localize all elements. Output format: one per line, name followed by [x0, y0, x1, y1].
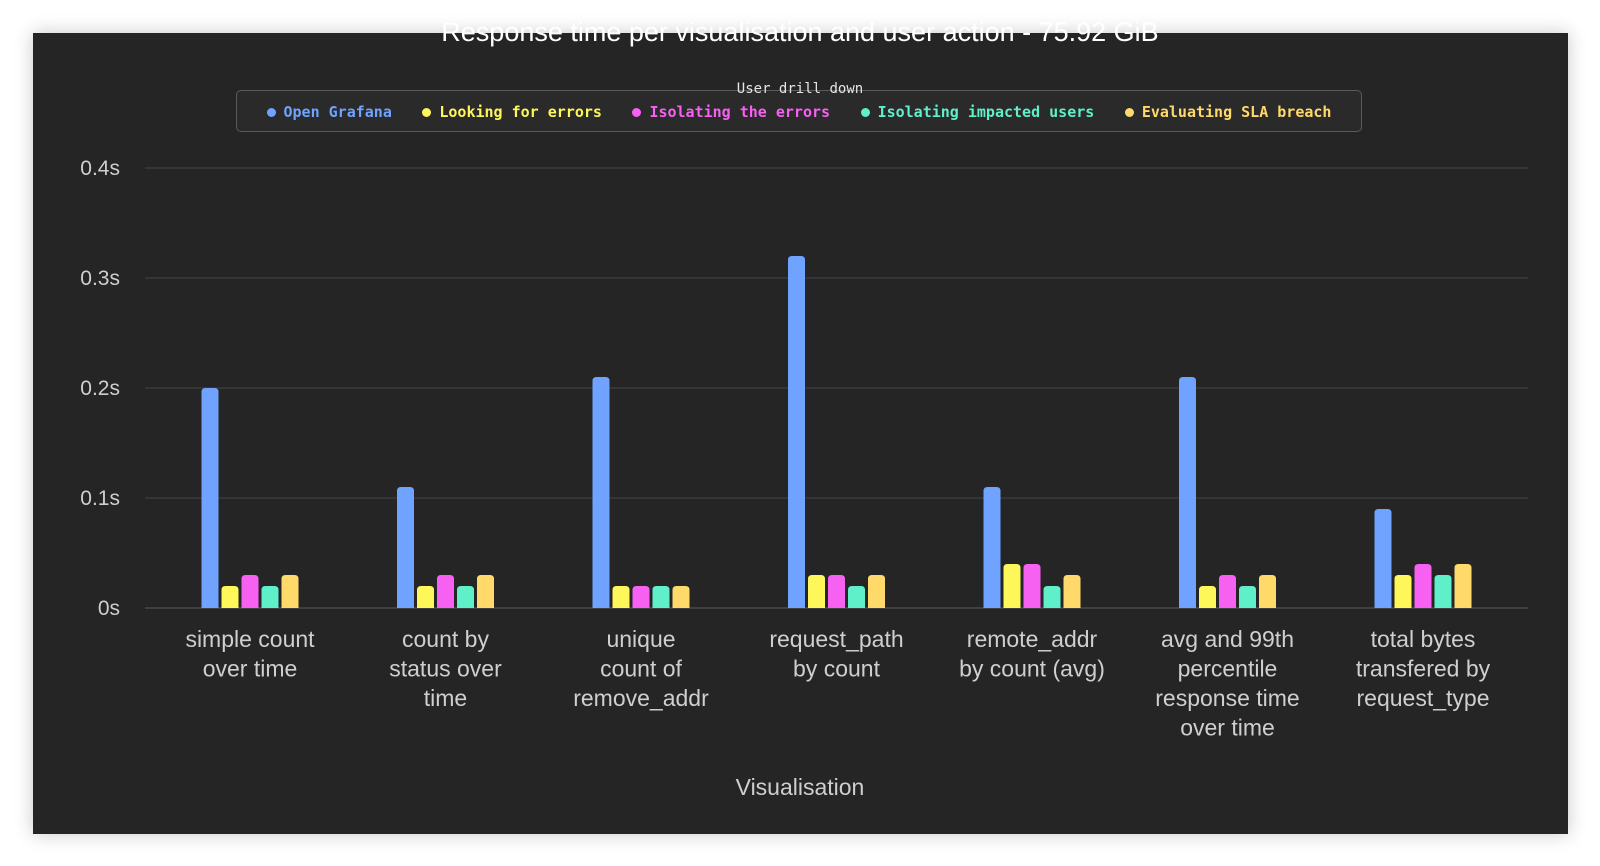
bar[interactable] — [457, 586, 474, 608]
x-axis-title: Visualisation — [735, 774, 865, 800]
legend-item[interactable]: Evaluating SLA breach — [1124, 103, 1332, 121]
bar[interactable] — [281, 575, 299, 608]
x-tick-label: by count (avg) — [959, 656, 1105, 682]
legend-label: Isolating impacted users — [877, 103, 1095, 121]
legend-item[interactable]: Isolating impacted users — [860, 103, 1095, 121]
bar[interactable] — [201, 388, 219, 608]
legend-label: Looking for errors — [439, 103, 602, 121]
legend-label: Open Grafana — [283, 103, 392, 121]
x-tick-label: request_type — [1357, 685, 1490, 711]
y-tick-label: 0s — [98, 597, 120, 620]
bar[interactable] — [1394, 575, 1412, 608]
legend-item[interactable]: Looking for errors — [422, 103, 602, 121]
x-tick-label: avg and 99th — [1161, 626, 1294, 652]
legend-dot-icon — [1124, 107, 1134, 117]
bar[interactable] — [612, 586, 630, 608]
legend-item[interactable]: Isolating the errors — [632, 103, 830, 121]
bar[interactable] — [1179, 377, 1196, 608]
legend-label: Evaluating SLA breach — [1141, 103, 1332, 121]
bar[interactable] — [1434, 575, 1452, 608]
bar[interactable] — [788, 256, 805, 608]
x-tick-label: remote_addr — [967, 626, 1098, 652]
bar[interactable] — [983, 487, 1001, 608]
x-tick-label: remove_addr — [573, 685, 709, 711]
bar[interactable] — [592, 377, 610, 608]
x-tick-label: request_path — [769, 626, 903, 652]
bar[interactable] — [1374, 509, 1392, 608]
y-tick-label: 0.2s — [80, 377, 120, 400]
bar[interactable] — [437, 575, 454, 608]
bar[interactable] — [221, 586, 239, 608]
bar[interactable] — [261, 586, 279, 608]
x-tick-label: transfered by — [1356, 656, 1491, 682]
x-tick-label: simple count — [185, 626, 315, 652]
bar[interactable] — [652, 586, 670, 608]
y-tick-label: 0.3s — [80, 267, 120, 290]
bar[interactable] — [632, 586, 650, 608]
legend-item[interactable]: Open Grafana — [266, 103, 392, 121]
bar[interactable] — [848, 586, 865, 608]
legend-title: User drill down — [736, 81, 864, 97]
bar[interactable] — [672, 586, 690, 608]
bar[interactable] — [417, 586, 434, 608]
y-tick-label: 0.4s — [80, 157, 120, 180]
x-tick-label: over time — [1180, 715, 1275, 741]
x-tick-label: over time — [203, 656, 298, 682]
bar[interactable] — [1063, 575, 1081, 608]
legend-dot-icon — [632, 107, 642, 117]
bar[interactable] — [1023, 564, 1041, 608]
bar[interactable] — [868, 575, 885, 608]
x-tick-label: response time — [1155, 685, 1299, 711]
bar[interactable] — [1219, 575, 1236, 608]
bar[interactable] — [1239, 586, 1256, 608]
y-tick-label: 0.1s — [80, 487, 120, 510]
x-tick-label: total bytes — [1371, 626, 1476, 652]
bar[interactable] — [828, 575, 845, 608]
x-tick-label: unique — [606, 626, 675, 652]
bar[interactable] — [1454, 564, 1472, 608]
bar[interactable] — [808, 575, 825, 608]
bar[interactable] — [241, 575, 259, 608]
bar[interactable] — [477, 575, 494, 608]
legend-dot-icon — [422, 107, 432, 117]
x-tick-label: percentile — [1178, 656, 1278, 682]
chart-title: Response time per visualisation and user… — [441, 17, 1159, 47]
x-tick-label: time — [424, 685, 467, 711]
bar[interactable] — [1043, 586, 1061, 608]
bar[interactable] — [1259, 575, 1276, 608]
legend-dot-icon — [266, 107, 276, 117]
x-tick-label: by count — [793, 656, 881, 682]
legend-dot-icon — [860, 107, 870, 117]
legend-label: Isolating the errors — [649, 103, 831, 121]
legend-items: Open Grafana Looking for errors Isolating … — [236, 103, 1362, 121]
bar[interactable] — [1414, 564, 1432, 608]
x-tick-label: status over — [389, 656, 502, 682]
bar[interactable] — [1003, 564, 1021, 608]
x-tick-label: count of — [600, 656, 682, 682]
x-tick-label: count by — [402, 626, 489, 652]
bar[interactable] — [1199, 586, 1216, 608]
bar[interactable] — [397, 487, 414, 608]
